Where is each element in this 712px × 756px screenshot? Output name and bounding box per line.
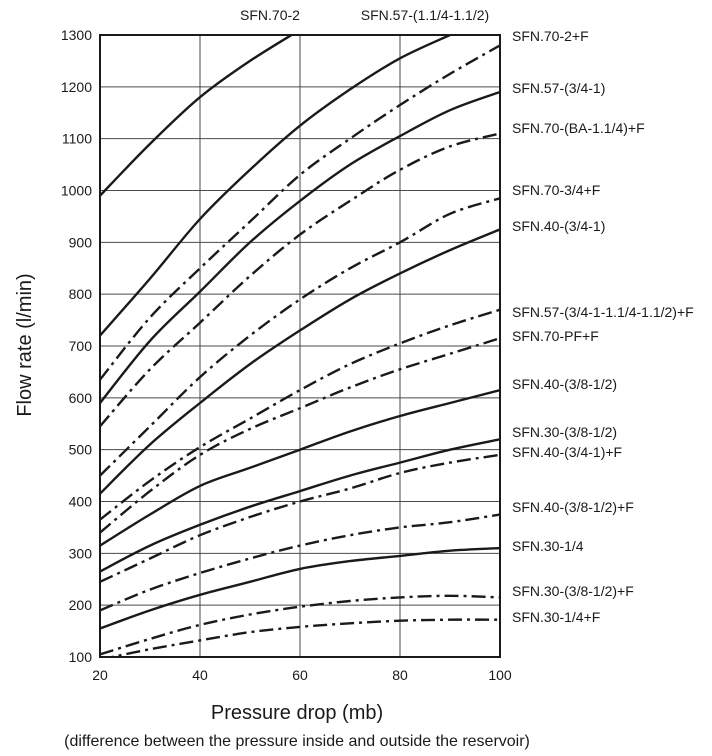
series-label: SFN.40-(3/4-1)+F	[512, 444, 622, 460]
y-tick-label: 800	[69, 286, 93, 302]
y-tick-labels: 100 200 300 400 500 600 700 800 900 1000 1100 1200 1…	[61, 27, 92, 665]
x-axis-title: Pressure drop (mb)	[211, 702, 383, 724]
series-label: SFN.30-(3/8-1/2)+F	[512, 583, 634, 599]
x-tick-label: 100	[488, 667, 512, 683]
series-label: SFN.40-(3/4-1)	[512, 218, 605, 234]
y-tick-label: 300	[69, 545, 93, 561]
y-tick-label: 200	[69, 597, 93, 613]
series-label: SFN.30-1/4+F	[512, 609, 600, 625]
series-label: SFN.70-(BA-1.1/4)+F	[512, 120, 645, 136]
y-tick-label: 1300	[61, 27, 92, 43]
series-label: SFN.57-(1.1/4-1.1/2)	[361, 7, 489, 23]
y-tick-label: 700	[69, 338, 93, 354]
series-labels: SFN.70-2 SFN.57-(1.1/4-1.1/2) SFN.70-2+F SF…	[240, 7, 694, 625]
series-label: SFN.40-(3/8-1/2)+F	[512, 499, 634, 515]
series-label: SFN.70-2+F	[512, 28, 589, 44]
y-tick-label: 400	[69, 494, 93, 510]
x-axis-note: (difference between the pressure inside …	[64, 733, 530, 750]
y-tick-label: 1100	[62, 131, 92, 147]
x-tick-label: 80	[392, 667, 408, 683]
series-line	[100, 35, 450, 336]
y-tick-label: 500	[69, 442, 93, 458]
series-label: SFN.30-1/4	[512, 538, 584, 554]
chart-grid	[100, 35, 500, 657]
y-axis-title: Flow rate (l/min)	[14, 273, 36, 416]
series-label: SFN.40-(3/8-1/2)	[512, 376, 617, 392]
x-tick-labels: 20 40 60 80 100	[92, 667, 512, 683]
y-tick-label: 100	[69, 649, 93, 665]
series-label: SFN.70-PF+F	[512, 328, 599, 344]
series-label: SFN.57-(3/4-1-1.1/4-1.1/2)+F	[512, 304, 694, 320]
series-label: SFN.57-(3/4-1)	[512, 80, 605, 96]
y-tick-label: 900	[69, 234, 93, 250]
series-label: SFN.30-(3/8-1/2)	[512, 424, 617, 440]
x-tick-label: 20	[92, 667, 108, 683]
y-tick-label: 1200	[61, 79, 92, 95]
x-tick-label: 60	[292, 667, 308, 683]
series-label: SFN.70-3/4+F	[512, 182, 600, 198]
series-label: SFN.70-2	[240, 7, 300, 23]
x-tick-label: 40	[192, 667, 208, 683]
y-tick-label: 1000	[61, 183, 92, 199]
y-tick-label: 600	[69, 390, 93, 406]
